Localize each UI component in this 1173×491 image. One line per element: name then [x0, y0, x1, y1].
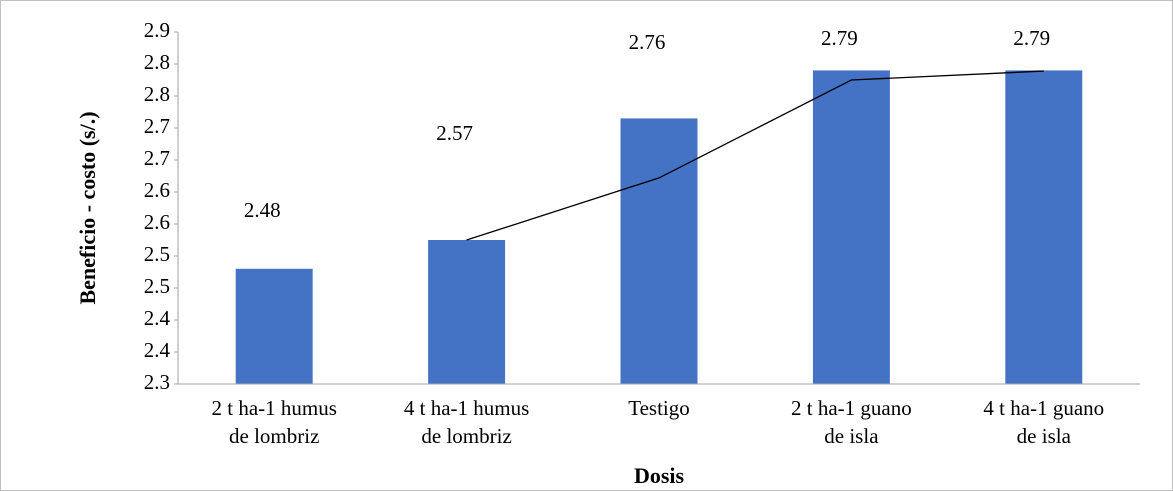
y-tick-label: 2.7: [144, 114, 170, 138]
bar: [235, 268, 313, 384]
y-tick-label: 2.6: [144, 178, 170, 202]
y-tick-label: 2.9: [144, 18, 170, 42]
x-tick-label: 2 t ha-1 humus de lombriz: [211, 396, 336, 448]
x-tick-label: 4 t ha-1 humus de lombriz: [404, 396, 529, 448]
data-label: 2.57: [436, 121, 473, 145]
x-tick-label: Testigo: [628, 396, 690, 420]
y-tick-label: 2.6: [144, 210, 170, 234]
y-tick-label: 2.5: [144, 274, 170, 298]
bar: [428, 240, 506, 384]
x-tick-label: 2 t ha-1 guano de isla: [791, 396, 912, 448]
y-tick-label: 2.4: [144, 306, 171, 330]
y-tick-label: 2.5: [144, 242, 170, 266]
y-tick-label: 2.8: [144, 50, 170, 74]
bar: [812, 70, 890, 385]
data-label: 2.79: [821, 26, 858, 50]
data-label: 2.79: [1013, 26, 1050, 50]
x-tick-label: 4 t ha-1 guano de isla: [983, 396, 1104, 448]
data-label: 2.48: [244, 198, 281, 222]
y-tick-label: 2.4: [144, 338, 171, 362]
bar: [1005, 70, 1083, 385]
trend-line: [466, 70, 1044, 241]
bar: [620, 118, 698, 385]
x-axis-title: Dosis: [634, 463, 685, 488]
y-tick-label: 2.8: [144, 82, 170, 106]
y-tick-label: 2.7: [144, 146, 170, 170]
y-tick-label: 2.3: [144, 370, 170, 394]
y-axis-title: Beneficio - costo (s/.): [75, 111, 100, 304]
data-label: 2.76: [629, 30, 666, 54]
